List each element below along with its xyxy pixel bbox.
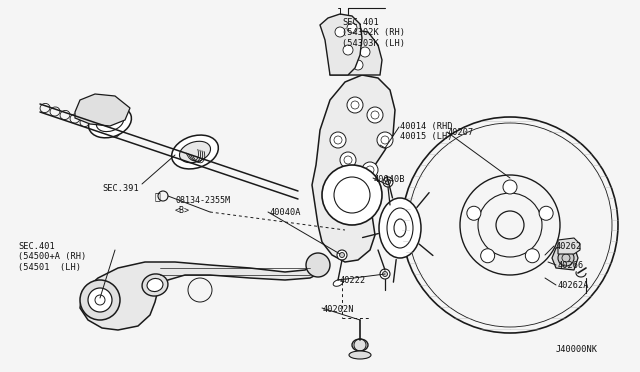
Text: 40014 (RHD
40015 (LH): 40014 (RHD 40015 (LH) — [400, 122, 452, 141]
Circle shape — [343, 47, 353, 57]
Circle shape — [558, 250, 574, 266]
Polygon shape — [312, 75, 395, 262]
Text: 40262A: 40262A — [558, 281, 589, 290]
Text: 40202N: 40202N — [323, 305, 355, 314]
Circle shape — [337, 250, 347, 260]
Ellipse shape — [333, 280, 343, 286]
Circle shape — [467, 206, 481, 220]
Ellipse shape — [88, 106, 131, 138]
Circle shape — [347, 97, 363, 113]
Circle shape — [481, 249, 495, 263]
Circle shape — [353, 60, 363, 70]
Circle shape — [322, 165, 382, 225]
Circle shape — [335, 27, 345, 37]
Ellipse shape — [352, 339, 368, 351]
Circle shape — [343, 45, 353, 55]
Polygon shape — [80, 255, 322, 330]
Circle shape — [525, 249, 540, 263]
Text: 40040B: 40040B — [374, 175, 406, 184]
Circle shape — [539, 206, 553, 220]
Ellipse shape — [379, 198, 421, 258]
Ellipse shape — [142, 274, 168, 296]
Text: 40222: 40222 — [340, 276, 366, 285]
Circle shape — [360, 47, 370, 57]
Ellipse shape — [349, 351, 371, 359]
Text: SEC.401
(54500+A (RH)
(54501  (LH): SEC.401 (54500+A (RH) (54501 (LH) — [18, 242, 86, 272]
Circle shape — [330, 132, 346, 148]
Polygon shape — [552, 246, 578, 270]
Polygon shape — [558, 238, 580, 254]
Text: 40040A: 40040A — [270, 208, 301, 217]
Circle shape — [377, 132, 393, 148]
Text: Ⓑ: Ⓑ — [154, 191, 160, 201]
Text: SEC.401
(54302K (RH)
(54303K (LH): SEC.401 (54302K (RH) (54303K (LH) — [342, 18, 405, 48]
Circle shape — [88, 288, 112, 312]
Text: 40266: 40266 — [558, 261, 584, 270]
Circle shape — [340, 152, 356, 168]
Circle shape — [503, 180, 517, 194]
Text: SEC.391: SEC.391 — [102, 184, 139, 193]
Ellipse shape — [172, 135, 218, 169]
Circle shape — [80, 280, 120, 320]
Text: 40207: 40207 — [448, 128, 474, 137]
Circle shape — [339, 253, 344, 257]
Text: 40262: 40262 — [556, 242, 582, 251]
Circle shape — [367, 107, 383, 123]
Text: 08134-2355M
<B>: 08134-2355M <B> — [175, 196, 230, 215]
Circle shape — [362, 162, 378, 178]
Polygon shape — [75, 94, 130, 126]
Circle shape — [383, 272, 387, 276]
Polygon shape — [330, 30, 382, 75]
Text: J40000NK: J40000NK — [556, 345, 598, 354]
Ellipse shape — [179, 141, 211, 163]
Ellipse shape — [147, 279, 163, 292]
Circle shape — [385, 180, 390, 185]
Polygon shape — [320, 14, 362, 75]
Circle shape — [380, 269, 390, 279]
Circle shape — [383, 177, 393, 187]
Circle shape — [306, 253, 330, 277]
Circle shape — [347, 23, 357, 33]
